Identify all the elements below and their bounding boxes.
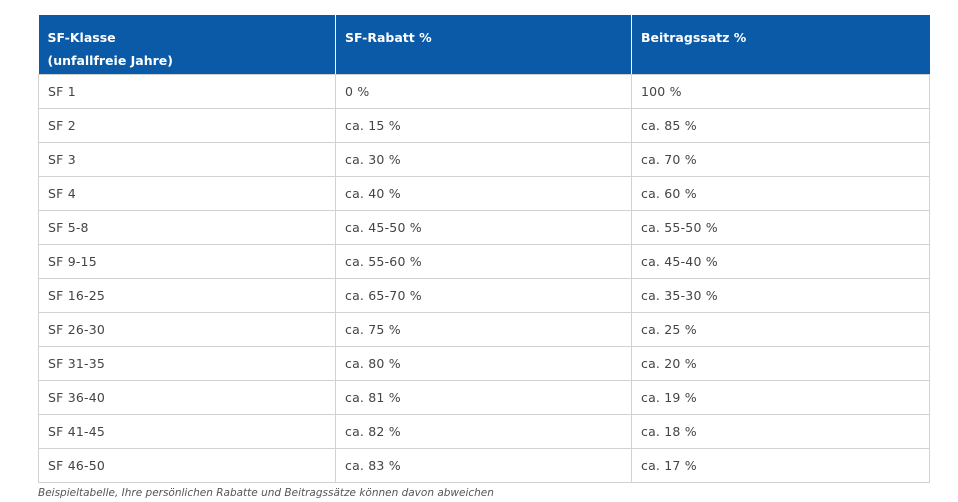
beitragssatz-cell: ca. 55-50 % [631,210,930,245]
table-row: SF 3 ca. 30 % ca. 70 % [38,142,930,177]
table-row: SF 2 ca. 15 % ca. 85 % [38,108,930,143]
beitragssatz-cell: ca. 19 % [631,380,930,415]
sf-rabatt-cell: ca. 15 % [335,108,632,143]
sf-rabatt-cell: ca. 83 % [335,448,632,483]
header-beitragssatz: Beitragssatz % [631,15,930,75]
beitragssatz-cell: 100 % [631,74,930,109]
header-sf-rabatt: SF-Rabatt % [335,15,632,75]
beitragssatz-cell: ca. 35-30 % [631,278,930,313]
sf-klasse-cell: SF 41-45 [38,414,336,449]
sf-klasse-cell: SF 46-50 [38,448,336,483]
beitragssatz-cell: ca. 17 % [631,448,930,483]
beitragssatz-cell: ca. 70 % [631,142,930,177]
header-row: SF-Klasse (unfallfreie Jahre) SF-Rabatt … [38,15,930,75]
header-sf-klasse: SF-Klasse (unfallfreie Jahre) [38,15,336,75]
table-row: SF 36-40 ca. 81 % ca. 19 % [38,380,930,415]
sf-rabatt-cell: ca. 30 % [335,142,632,177]
beitragssatz-cell: ca. 20 % [631,346,930,381]
sf-table-container: SF-Klasse (unfallfreie Jahre) SF-Rabatt … [38,15,930,483]
sf-rabatt-cell: ca. 81 % [335,380,632,415]
table-header: SF-Klasse (unfallfreie Jahre) SF-Rabatt … [38,15,930,75]
sf-klasse-cell: SF 2 [38,108,336,143]
beitragssatz-cell: ca. 85 % [631,108,930,143]
beitragssatz-cell: ca. 25 % [631,312,930,347]
table-row: SF 41-45 ca. 82 % ca. 18 % [38,414,930,449]
table-row: SF 46-50 ca. 83 % ca. 17 % [38,448,930,483]
header-sf-klasse-line1: SF-Klasse [47,30,116,45]
sf-klasse-cell: SF 36-40 [38,380,336,415]
table-row: SF 26-30 ca. 75 % ca. 25 % [38,312,930,347]
sf-rabatt-cell: ca. 75 % [335,312,632,347]
table-row: SF 4 ca. 40 % ca. 60 % [38,176,930,211]
sf-klasse-cell: SF 3 [38,142,336,177]
table-row: SF 5-8 ca. 45-50 % ca. 55-50 % [38,210,930,245]
sf-klasse-cell: SF 4 [38,176,336,211]
sf-rabatt-cell: ca. 80 % [335,346,632,381]
table-row: SF 9-15 ca. 55-60 % ca. 45-40 % [38,244,930,279]
table-row: SF 16-25 ca. 65-70 % ca. 35-30 % [38,278,930,313]
sf-klasse-cell: SF 1 [38,74,336,109]
beitragssatz-cell: ca. 18 % [631,414,930,449]
sf-klasse-cell: SF 5-8 [38,210,336,245]
sf-klasse-cell: SF 9-15 [38,244,336,279]
sf-klasse-cell: SF 31-35 [38,346,336,381]
beitragssatz-cell: ca. 45-40 % [631,244,930,279]
header-sf-klasse-line2: (unfallfreie Jahre) [47,53,174,68]
header-beitragssatz-label: Beitragssatz % [641,30,747,45]
sf-rabatt-cell: ca. 55-60 % [335,244,632,279]
header-sf-rabatt-label: SF-Rabatt % [345,30,432,45]
sf-klasse-cell: SF 26-30 [38,312,336,347]
sf-class-table: SF-Klasse (unfallfreie Jahre) SF-Rabatt … [38,15,930,483]
sf-rabatt-cell: ca. 65-70 % [335,278,632,313]
sf-rabatt-cell: ca. 40 % [335,176,632,211]
sf-rabatt-cell: ca. 45-50 % [335,210,632,245]
table-caption: Beispieltabelle, Ihre persönlichen Rabat… [38,487,494,499]
beitragssatz-cell: ca. 60 % [631,176,930,211]
sf-rabatt-cell: 0 % [335,74,632,109]
sf-rabatt-cell: ca. 82 % [335,414,632,449]
sf-klasse-cell: SF 16-25 [38,278,336,313]
table-row: SF 31-35 ca. 80 % ca. 20 % [38,346,930,381]
